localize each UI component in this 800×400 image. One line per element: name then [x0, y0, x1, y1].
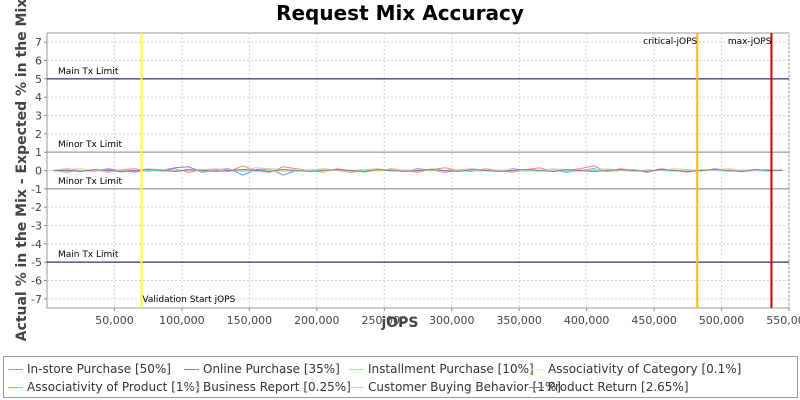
marker-line-label: critical-jOPS	[643, 37, 697, 47]
limit-line-label: Minor Tx Limit	[58, 177, 123, 187]
x-tick-label: 300,000	[429, 314, 475, 327]
x-tick-label: 500,000	[699, 314, 745, 327]
y-tick-label: 2	[35, 128, 42, 141]
legend-item: In-store Purchase [50%]	[8, 360, 171, 378]
legend-swatch	[529, 368, 544, 370]
y-tick-label: -3	[31, 220, 42, 233]
legend-swatch	[8, 386, 23, 388]
legend-swatch	[349, 368, 364, 370]
x-tick-label: 550,000	[766, 314, 800, 327]
x-tick-label: 100,000	[159, 314, 205, 327]
y-tick-label: -6	[31, 275, 42, 288]
legend-swatch	[184, 368, 199, 370]
y-tick-label: 3	[35, 110, 42, 123]
legend-swatch	[8, 368, 23, 370]
legend-swatch	[529, 386, 544, 388]
legend-swatch	[349, 386, 364, 388]
y-tick-label: -1	[31, 183, 42, 196]
y-axis-title: Actual % in the Mix - Expected % in the …	[14, 0, 30, 341]
x-tick-label: 400,000	[564, 314, 610, 327]
legend-item: Installment Purchase [10%]	[349, 360, 534, 378]
limit-line-label: Main Tx Limit	[58, 67, 119, 77]
y-tick-label: -5	[31, 256, 42, 269]
legend-label: Business Report [0.25%]	[203, 380, 351, 394]
legend-label: In-store Purchase [50%]	[27, 362, 171, 376]
legend: In-store Purchase [50%] Online Purchase […	[3, 356, 798, 398]
y-tick-label: 0	[35, 165, 42, 178]
y-tick-label: -2	[31, 201, 42, 214]
x-tick-label: 450,000	[631, 314, 677, 327]
x-axis-ticks: 50,000 100,000 150,000 200,000 250,000 300,00…	[95, 308, 800, 327]
legend-item: Associativity of Product [1%]	[8, 378, 200, 396]
legend-item: Product Return [2.65%]	[529, 378, 689, 396]
legend-label: Online Purchase [35%]	[203, 362, 340, 376]
limit-line-label: Main Tx Limit	[58, 250, 119, 260]
chart-title: Request Mix Accuracy	[276, 1, 524, 25]
legend-item: Business Report [0.25%]	[184, 378, 351, 396]
series-line-0	[53, 165, 783, 173]
legend-item: Customer Buying Behavior [1%]	[349, 378, 561, 396]
legend-swatch	[184, 386, 199, 388]
legend-label: Associativity of Product [1%]	[27, 380, 200, 394]
y-tick-label: 6	[35, 55, 42, 68]
x-tick-label: 250,000	[362, 314, 408, 327]
legend-label: Customer Buying Behavior [1%]	[368, 380, 561, 394]
x-axis-title: jOPS	[380, 315, 418, 331]
limit-line-label: Minor Tx Limit	[58, 140, 123, 150]
y-tick-label: 5	[35, 73, 42, 86]
x-tick-label: 200,000	[294, 314, 340, 327]
limit-lines: Main Tx Limit Minor Tx Limit Minor Tx Limi…	[47, 67, 789, 263]
legend-label: Product Return [2.65%]	[548, 380, 689, 394]
y-tick-label: 4	[35, 91, 42, 104]
series-lines	[53, 165, 783, 176]
marker-line-label: max-jOPS	[728, 37, 772, 47]
x-tick-label: 350,000	[496, 314, 542, 327]
y-tick-label: -7	[31, 293, 42, 306]
x-tick-label: 150,000	[227, 314, 273, 327]
legend-label: Associativity of Category [0.1%]	[548, 362, 742, 376]
x-tick-label: 50,000	[95, 314, 134, 327]
marker-line-label: Validation Start jOPS	[142, 295, 235, 305]
legend-label: Installment Purchase [10%]	[368, 362, 534, 376]
y-tick-label: 7	[35, 36, 42, 49]
series-line-7	[53, 169, 783, 172]
legend-item: Associativity of Category [0.1%]	[529, 360, 741, 378]
y-tick-label: 1	[35, 146, 42, 159]
legend-item: Online Purchase [35%]	[184, 360, 340, 378]
marker-lines: Validation Start jOPS critical-jOPS max-jO…	[140, 33, 773, 308]
y-tick-label: -4	[31, 238, 42, 251]
y-axis-ticks: 7 6 5 4 3 2 1 0 -1 -2 -3 -4 -5 -6 -7	[31, 36, 47, 306]
